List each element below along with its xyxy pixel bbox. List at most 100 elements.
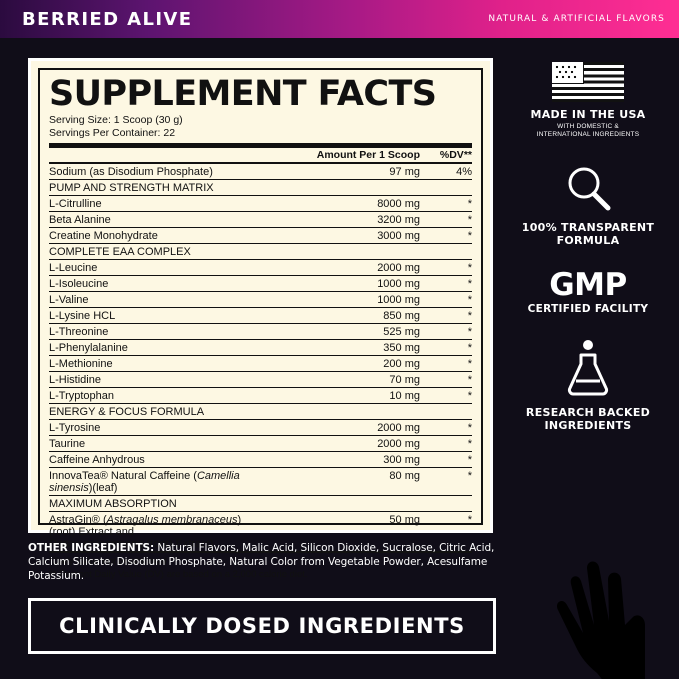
table-row: L-Phenylalanine 350 mg *	[49, 339, 472, 356]
usa-flag-icon	[551, 62, 624, 102]
ingredient-amount: 525 mg	[270, 323, 420, 340]
divider-medium	[49, 162, 472, 164]
ingredient-amount: 8000 mg	[270, 195, 420, 212]
ingredient-name: Beta Alanine	[49, 211, 270, 228]
ingredient-name: L-Isoleucine	[49, 275, 270, 292]
group-label: MAXIMUM ABSORPTION	[49, 495, 472, 512]
footnote-daily-value: *Daily Value not established	[49, 556, 167, 567]
ingredient-amount: 2000 mg	[270, 419, 420, 436]
ingredient-name: Sodium (as Disodium Phosphate)	[49, 164, 270, 180]
table-row: Caffeine Anhydrous 300 mg *	[49, 451, 472, 468]
ingredient-name: L-Phenylalanine	[49, 339, 270, 356]
badge-research-backed-caption: RESEARCH BACKED INGREDIENTS	[525, 406, 651, 432]
ingredient-daily-value: *	[420, 259, 472, 276]
table-header: Amount Per 1 Scoop %DV**	[49, 148, 472, 162]
table-row: L-Isoleucine 1000 mg *	[49, 275, 472, 292]
table-row: L-Tryptophan 10 mg *	[49, 387, 472, 404]
ingredient-amount: 3200 mg	[270, 211, 420, 228]
ingredient-daily-value: *	[420, 211, 472, 228]
table-row: Creatine Monohydrate 3000 mg *	[49, 227, 472, 244]
ingredient-daily-value: *	[420, 227, 472, 244]
ingredient-amount: 850 mg	[270, 307, 420, 324]
ingredient-name: L-Citrulline	[49, 195, 270, 212]
table-group-row: MAXIMUM ABSORPTION	[49, 495, 472, 512]
divider-footnote	[49, 551, 472, 553]
ingredient-daily-value: *	[420, 355, 472, 372]
ingredient-name: L-Leucine	[49, 259, 270, 276]
ingredient-daily-value: *	[467, 513, 472, 526]
ingredient-amount: 50 mg	[389, 513, 420, 526]
hand-silhouette-decoration	[557, 561, 645, 679]
nutrition-table: Sodium (as Disodium Phosphate) 97 mg 4% PUM…	[49, 164, 472, 551]
table-row: L-Histidine 70 mg *	[49, 371, 472, 388]
supplement-facts-panel: SUPPLEMENT FACTS Serving Size: 1 Scoop (…	[28, 58, 493, 580]
ingredient-amount: 70 mg	[270, 371, 420, 388]
ingredient-daily-value: *	[420, 291, 472, 308]
table-row: L-Tyrosine 2000 mg *	[49, 419, 472, 436]
ingredient-daily-value: *	[420, 371, 472, 388]
flavor-name: BERRIED ALIVE	[22, 8, 193, 30]
ingredient-name: Taurine	[49, 435, 270, 452]
badge-transparent-formula: 100% TRANSPARENT FORMULA	[522, 161, 655, 247]
footnote-percent-dv: ** Percent Daily Value (DV) are based on…	[49, 568, 308, 580]
page-title: SUPPLEMENT FACTS	[49, 74, 437, 114]
ingredient-daily-value: *	[420, 419, 472, 436]
ingredient-daily-value: *	[420, 339, 472, 356]
flavor-note: NATURAL & ARTIFICIAL FLAVORS	[488, 14, 665, 24]
table-group-row: PUMP AND STRENGTH MATRIX	[49, 179, 472, 196]
ingredient-amount: 350 mg	[270, 339, 420, 356]
ingredient-name: InnovaTea® Natural Caffeine (Camellia si…	[49, 467, 270, 496]
ingredient-amount: 2000 mg	[270, 435, 420, 452]
ingredient-name: L-Valine	[49, 291, 270, 308]
ingredient-name: Caffeine Anhydrous	[49, 451, 270, 468]
table-row: AstraGin® (Astragalus membranaceus) (roo…	[49, 512, 472, 552]
badge-made-in-usa-subcaption: WITH DOMESTIC & INTERNATIONAL INGREDIENT…	[536, 123, 640, 138]
table-row: Sodium (as Disodium Phosphate) 97 mg 4%	[49, 164, 472, 180]
ingredient-name: Creatine Monohydrate	[49, 227, 270, 244]
ingredient-name: AstraGin® (Astragalus membranaceus) (roo…	[49, 513, 242, 550]
table-row: L-Threonine 525 mg *	[49, 323, 472, 340]
badge-made-in-usa: MADE IN THE USA WITH DOMESTIC & INTERNAT…	[531, 62, 646, 139]
table-row: Taurine 2000 mg *	[49, 435, 472, 452]
ingredient-amount: 200 mg	[270, 355, 420, 372]
ingredient-daily-value: 4%	[420, 164, 472, 180]
badge-gmp: GMP CERTIFIED FACILITY	[528, 269, 649, 316]
ingredient-daily-value: *	[420, 275, 472, 292]
ingredient-daily-value: *	[420, 307, 472, 324]
ingredient-daily-value: *	[420, 435, 472, 452]
ingredient-name: L-Histidine	[49, 371, 270, 388]
table-row: InnovaTea® Natural Caffeine (Camellia si…	[49, 467, 472, 496]
other-ingredients: OTHER INGREDIENTS: Natural Flavors, Mali…	[28, 541, 496, 583]
table-row: L-Valine 1000 mg *	[49, 291, 472, 308]
table-row: L-Lysine HCL 850 mg *	[49, 307, 472, 324]
ingredient-amount: 10 mg	[270, 387, 420, 404]
divider-thick	[49, 143, 472, 148]
claim-text: CLINICALLY DOSED INGREDIENTS	[59, 614, 465, 638]
servings-per-container: Servings Per Container: 22	[49, 127, 176, 139]
ingredient-daily-value: *	[420, 323, 472, 340]
flavor-banner: BERRIED ALIVE NATURAL & ARTIFICIAL FLAVO…	[0, 0, 679, 38]
ingredient-amount: 80 mg	[270, 467, 420, 496]
group-label: PUMP AND STRENGTH MATRIX	[49, 179, 472, 196]
ingredient-amount: 2000 mg	[270, 259, 420, 276]
badge-column: MADE IN THE USA WITH DOMESTIC & INTERNAT…	[508, 62, 668, 432]
ingredient-amount: 97 mg	[270, 164, 420, 180]
flask-icon	[567, 340, 609, 396]
group-label: ENERGY & FOCUS FORMULA	[49, 403, 472, 420]
badge-transparent-formula-caption: 100% TRANSPARENT FORMULA	[521, 221, 655, 247]
magnifying-glass-icon	[568, 167, 611, 211]
ingredient-amount: 300 mg	[270, 451, 420, 468]
ingredient-daily-value: *	[420, 195, 472, 212]
table-group-row: ENERGY & FOCUS FORMULA	[49, 403, 472, 420]
table-row: L-Leucine 2000 mg *	[49, 259, 472, 276]
header-amount: Amount Per 1 Scoop	[316, 149, 420, 161]
serving-size: Serving Size: 1 Scoop (30 g)	[49, 114, 183, 126]
claim-box: CLINICALLY DOSED INGREDIENTS	[28, 598, 496, 654]
table-row: L-Methionine 200 mg *	[49, 355, 472, 372]
gmp-text-icon: GMP	[549, 267, 627, 303]
ingredient-amount: 3000 mg	[270, 227, 420, 244]
ingredient-daily-value: *	[420, 387, 472, 404]
ingredient-name: L-Tryptophan	[49, 387, 270, 404]
ingredient-name: L-Tyrosine	[49, 419, 270, 436]
other-ingredients-text: Natural Flavors, Malic Acid, Silicon Dio…	[28, 542, 495, 582]
